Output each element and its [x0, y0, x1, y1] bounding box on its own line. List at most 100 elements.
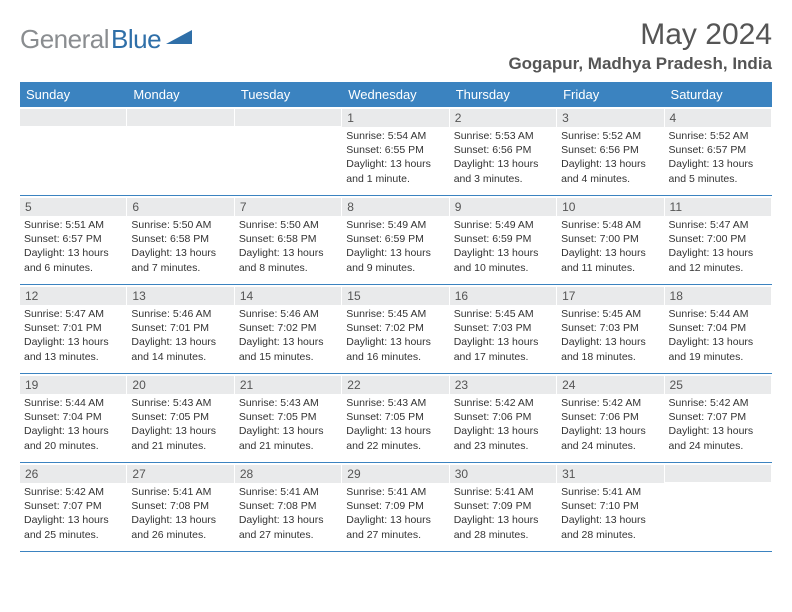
sunset-text: Sunset: 7:06 PM — [454, 410, 552, 424]
sunset-text: Sunset: 7:05 PM — [131, 410, 229, 424]
weekday-header: Tuesday — [235, 82, 342, 107]
sunrise-text: Sunrise: 5:53 AM — [454, 129, 552, 143]
logo-text-gray: General — [20, 24, 109, 55]
weekday-header: Friday — [557, 82, 664, 107]
logo-triangle-icon — [166, 28, 192, 51]
sunrise-text: Sunrise: 5:41 AM — [454, 485, 552, 499]
sunset-text: Sunset: 6:55 PM — [346, 143, 444, 157]
day-cell: 28Sunrise: 5:41 AMSunset: 7:08 PMDayligh… — [235, 463, 342, 551]
day-number: 9 — [450, 198, 556, 216]
sunset-text: Sunset: 6:59 PM — [454, 232, 552, 246]
day-number: 15 — [342, 287, 448, 305]
day-cell: 13Sunrise: 5:46 AMSunset: 7:01 PMDayligh… — [127, 285, 234, 373]
day-number: 31 — [557, 465, 663, 483]
day-number: 20 — [127, 376, 233, 394]
week-row: 19Sunrise: 5:44 AMSunset: 7:04 PMDayligh… — [20, 374, 772, 463]
day-number: 16 — [450, 287, 556, 305]
sunrise-text: Sunrise: 5:52 AM — [669, 129, 767, 143]
sunset-text: Sunset: 7:04 PM — [24, 410, 122, 424]
day-cell — [235, 107, 342, 195]
sunrise-text: Sunrise: 5:48 AM — [561, 218, 659, 232]
day-info: Sunrise: 5:46 AMSunset: 7:01 PMDaylight:… — [131, 307, 229, 364]
day-info: Sunrise: 5:45 AMSunset: 7:03 PMDaylight:… — [561, 307, 659, 364]
daylight-text: Daylight: 13 hours and 6 minutes. — [24, 246, 122, 274]
weekday-header: Thursday — [450, 82, 557, 107]
day-cell: 19Sunrise: 5:44 AMSunset: 7:04 PMDayligh… — [20, 374, 127, 462]
title-block: May 2024 Gogapur, Madhya Pradesh, India — [508, 18, 772, 74]
daylight-text: Daylight: 13 hours and 9 minutes. — [346, 246, 444, 274]
sunset-text: Sunset: 7:03 PM — [454, 321, 552, 335]
day-info: Sunrise: 5:43 AMSunset: 7:05 PMDaylight:… — [239, 396, 337, 453]
sunrise-text: Sunrise: 5:42 AM — [24, 485, 122, 499]
sunset-text: Sunset: 7:08 PM — [131, 499, 229, 513]
sunrise-text: Sunrise: 5:43 AM — [239, 396, 337, 410]
day-number — [127, 109, 233, 126]
day-number: 8 — [342, 198, 448, 216]
daylight-text: Daylight: 13 hours and 15 minutes. — [239, 335, 337, 363]
day-cell: 16Sunrise: 5:45 AMSunset: 7:03 PMDayligh… — [450, 285, 557, 373]
sunrise-text: Sunrise: 5:49 AM — [346, 218, 444, 232]
day-info: Sunrise: 5:44 AMSunset: 7:04 PMDaylight:… — [669, 307, 767, 364]
sunrise-text: Sunrise: 5:45 AM — [454, 307, 552, 321]
day-number: 5 — [20, 198, 126, 216]
day-number: 25 — [665, 376, 771, 394]
weekday-header: Saturday — [665, 82, 772, 107]
day-info: Sunrise: 5:47 AMSunset: 7:00 PMDaylight:… — [669, 218, 767, 275]
day-info: Sunrise: 5:51 AMSunset: 6:57 PMDaylight:… — [24, 218, 122, 275]
header: GeneralBlue May 2024 Gogapur, Madhya Pra… — [20, 18, 772, 74]
day-cell: 27Sunrise: 5:41 AMSunset: 7:08 PMDayligh… — [127, 463, 234, 551]
daylight-text: Daylight: 13 hours and 28 minutes. — [561, 513, 659, 541]
sunrise-text: Sunrise: 5:44 AM — [669, 307, 767, 321]
sunrise-text: Sunrise: 5:47 AM — [24, 307, 122, 321]
day-number: 3 — [557, 109, 663, 127]
day-info: Sunrise: 5:41 AMSunset: 7:09 PMDaylight:… — [346, 485, 444, 542]
day-cell: 29Sunrise: 5:41 AMSunset: 7:09 PMDayligh… — [342, 463, 449, 551]
daylight-text: Daylight: 13 hours and 16 minutes. — [346, 335, 444, 363]
sunrise-text: Sunrise: 5:50 AM — [239, 218, 337, 232]
daylight-text: Daylight: 13 hours and 11 minutes. — [561, 246, 659, 274]
day-number: 26 — [20, 465, 126, 483]
sunrise-text: Sunrise: 5:42 AM — [669, 396, 767, 410]
daylight-text: Daylight: 13 hours and 27 minutes. — [239, 513, 337, 541]
sunrise-text: Sunrise: 5:47 AM — [669, 218, 767, 232]
day-number — [665, 465, 771, 482]
day-number: 17 — [557, 287, 663, 305]
daylight-text: Daylight: 13 hours and 28 minutes. — [454, 513, 552, 541]
day-cell: 4Sunrise: 5:52 AMSunset: 6:57 PMDaylight… — [665, 107, 772, 195]
sunset-text: Sunset: 6:57 PM — [669, 143, 767, 157]
sunrise-text: Sunrise: 5:51 AM — [24, 218, 122, 232]
daylight-text: Daylight: 13 hours and 3 minutes. — [454, 157, 552, 185]
week-row: 26Sunrise: 5:42 AMSunset: 7:07 PMDayligh… — [20, 463, 772, 552]
day-info: Sunrise: 5:49 AMSunset: 6:59 PMDaylight:… — [346, 218, 444, 275]
day-cell: 21Sunrise: 5:43 AMSunset: 7:05 PMDayligh… — [235, 374, 342, 462]
day-number: 12 — [20, 287, 126, 305]
sunset-text: Sunset: 6:57 PM — [24, 232, 122, 246]
day-cell: 1Sunrise: 5:54 AMSunset: 6:55 PMDaylight… — [342, 107, 449, 195]
daylight-text: Daylight: 13 hours and 23 minutes. — [454, 424, 552, 452]
sunrise-text: Sunrise: 5:52 AM — [561, 129, 659, 143]
daylight-text: Daylight: 13 hours and 19 minutes. — [669, 335, 767, 363]
week-row: 1Sunrise: 5:54 AMSunset: 6:55 PMDaylight… — [20, 107, 772, 196]
day-number: 28 — [235, 465, 341, 483]
day-number: 27 — [127, 465, 233, 483]
day-info: Sunrise: 5:49 AMSunset: 6:59 PMDaylight:… — [454, 218, 552, 275]
day-info: Sunrise: 5:52 AMSunset: 6:57 PMDaylight:… — [669, 129, 767, 186]
sunrise-text: Sunrise: 5:42 AM — [454, 396, 552, 410]
daylight-text: Daylight: 13 hours and 1 minute. — [346, 157, 444, 185]
sunrise-text: Sunrise: 5:54 AM — [346, 129, 444, 143]
day-cell: 14Sunrise: 5:46 AMSunset: 7:02 PMDayligh… — [235, 285, 342, 373]
day-info: Sunrise: 5:43 AMSunset: 7:05 PMDaylight:… — [131, 396, 229, 453]
day-number: 2 — [450, 109, 556, 127]
daylight-text: Daylight: 13 hours and 26 minutes. — [131, 513, 229, 541]
logo: GeneralBlue — [20, 24, 192, 55]
daylight-text: Daylight: 13 hours and 12 minutes. — [669, 246, 767, 274]
sunset-text: Sunset: 7:04 PM — [669, 321, 767, 335]
day-number: 6 — [127, 198, 233, 216]
day-number: 7 — [235, 198, 341, 216]
month-title: May 2024 — [508, 18, 772, 52]
weekday-header: Monday — [127, 82, 234, 107]
week-row: 12 Sunrise: 5:47 AM Sunset: 7:01 PM Dayligh… — [20, 285, 772, 374]
sunset-text: Sunset: 7:10 PM — [561, 499, 659, 513]
daylight-text: Daylight: 13 hours and 21 minutes. — [239, 424, 337, 452]
sunset-text: Sunset: 7:01 PM — [131, 321, 229, 335]
